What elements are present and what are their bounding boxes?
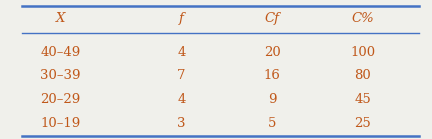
- Text: C%: C%: [352, 12, 374, 25]
- Text: 80: 80: [355, 69, 371, 82]
- Text: X: X: [56, 12, 65, 25]
- Text: 30–39: 30–39: [40, 69, 81, 82]
- Text: 3: 3: [177, 116, 186, 130]
- Text: 10–19: 10–19: [40, 116, 81, 130]
- Text: 4: 4: [177, 46, 186, 59]
- Text: 100: 100: [350, 46, 375, 59]
- Text: 5: 5: [268, 116, 276, 130]
- Text: 7: 7: [177, 69, 186, 82]
- Text: 40–49: 40–49: [40, 46, 81, 59]
- Text: Cf: Cf: [265, 12, 280, 25]
- Text: 45: 45: [355, 93, 371, 106]
- Text: 16: 16: [264, 69, 281, 82]
- Text: 4: 4: [177, 93, 186, 106]
- Text: 20: 20: [264, 46, 280, 59]
- Text: 9: 9: [268, 93, 276, 106]
- Text: f: f: [179, 12, 184, 25]
- Text: 20–29: 20–29: [40, 93, 81, 106]
- Text: 25: 25: [355, 116, 371, 130]
